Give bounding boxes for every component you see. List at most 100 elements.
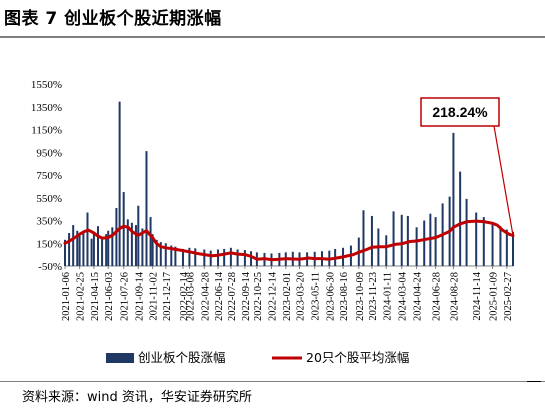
bar [130, 222, 133, 266]
axes-layer: -50% 150% 350% 550% 750% 950% 1150% 1350% 1550% 2… [31, 79, 514, 321]
bar [229, 247, 232, 266]
x-tick-label: 2025-01-09 [489, 272, 500, 321]
bar [82, 230, 85, 266]
bar [491, 222, 494, 266]
x-tick-label: 2021-01-06 [61, 272, 72, 321]
bar [203, 249, 206, 266]
bar [101, 237, 104, 266]
x-tick-label: 2021-09-14 [134, 271, 145, 321]
bar [400, 214, 403, 266]
bar [76, 230, 79, 266]
x-tick-label: 2024-04-24 [413, 271, 424, 321]
bar [72, 225, 75, 266]
bar [90, 238, 93, 266]
legend: 创业板个股涨幅 20只个股平均涨幅 [106, 350, 409, 365]
bar [64, 239, 66, 266]
bar [512, 231, 514, 266]
bar [151, 234, 154, 266]
bar [174, 246, 177, 266]
bar [194, 248, 197, 266]
annotation-box [420, 97, 500, 127]
y-tick-label: -50% [38, 261, 62, 273]
bar [78, 235, 81, 266]
bar [122, 192, 125, 266]
y-tick-label: 950% [36, 147, 62, 159]
bar [107, 230, 110, 266]
x-tick-label: 2022-12-14 [267, 271, 278, 321]
bar [465, 198, 468, 266]
y-tick-label: 550% [36, 193, 62, 205]
bar [362, 210, 365, 266]
source-top-rule [0, 381, 545, 382]
x-tick-label: 2023-10-09 [355, 272, 366, 321]
y-tick-label: 1350% [31, 102, 62, 114]
source-note: 资料来源：wind 资讯，华安证券研究所 [22, 390, 252, 405]
x-tick-label: 2023-06-30 [325, 272, 336, 321]
y-tick-label: 150% [36, 238, 62, 250]
bar [92, 233, 95, 266]
bar [423, 220, 426, 266]
legend-label-line: 20只个股平均涨幅 [306, 350, 409, 365]
bar [141, 228, 144, 266]
bar [86, 212, 89, 266]
x-tick-label: 2023-11-23 [368, 272, 379, 321]
bar [499, 226, 502, 266]
bar [415, 227, 418, 266]
x-tick-label: 2023-02-01 [282, 272, 293, 321]
figure-title: 图表 7 创业板个股近期涨幅 [4, 9, 222, 29]
annotation-layer: 218.24% [420, 97, 514, 236]
x-tick-label: 2022-06-14 [214, 271, 225, 321]
bar [459, 171, 462, 266]
bar [118, 101, 121, 266]
y-tick-label: 1150% [31, 125, 62, 137]
x-tick-label: 2024-08-28 [449, 272, 460, 321]
bar [217, 249, 220, 266]
corner-rule [527, 381, 541, 382]
x-tick-label: 2022-04-28 [200, 272, 211, 321]
bar [105, 234, 108, 266]
x-tick-label: 2024-06-28 [432, 272, 443, 321]
x-tick-label: 2022-09-14 [241, 271, 252, 321]
x-tick-label: 2021-07-26 [120, 272, 131, 321]
x-tick-label: 2021-11-02 [149, 272, 160, 321]
legend-swatch-bars [106, 353, 134, 363]
bar [452, 132, 455, 266]
x-tick-label: 2025-02-27 [503, 272, 514, 321]
bar [385, 235, 388, 266]
bar [505, 229, 508, 266]
annotation-leader [493, 125, 514, 236]
x-tick-label: 2022-03-08 [185, 272, 196, 321]
bar [223, 248, 226, 266]
bar [115, 207, 118, 266]
bar [164, 243, 167, 266]
x-tick-label: 2024-11-14 [472, 271, 483, 320]
x-tick-label: 2021-06-03 [104, 272, 115, 321]
bar [159, 242, 162, 266]
bar [434, 217, 437, 266]
x-tick-label: 2022-02-14 [179, 271, 190, 321]
bar [370, 215, 373, 266]
bar [149, 217, 152, 266]
x-tick-label: 2021-02-25 [76, 272, 87, 321]
x-tick-label: 2023-05-11 [311, 272, 322, 321]
y-tick-label: 750% [36, 170, 62, 182]
bar [181, 248, 184, 266]
series-line-avg [63, 219, 515, 262]
x-tick-label: 2021-04-15 [90, 272, 101, 321]
x-tick-label: 2022-10-25 [253, 272, 264, 321]
x-tick-label: 2024-03-04 [398, 271, 409, 321]
legend-label-bars: 创业板个股涨幅 [138, 350, 226, 365]
y-tick-label: 350% [36, 216, 62, 228]
bar [188, 247, 191, 266]
x-tick-label: 2023-08-16 [339, 272, 350, 321]
line-layer [63, 219, 515, 262]
bar [111, 227, 114, 266]
annotation-label: 218.24% [432, 104, 488, 120]
bar [97, 226, 100, 266]
bar [250, 251, 253, 266]
bar [392, 211, 395, 266]
bar [482, 217, 485, 266]
x-tick-label: 2021-12-17 [162, 272, 173, 321]
title-rule [0, 36, 545, 38]
